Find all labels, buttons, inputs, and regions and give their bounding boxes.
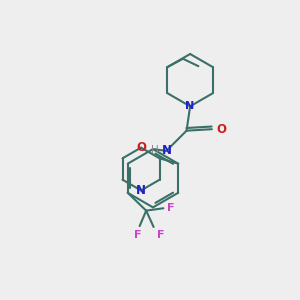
Text: O: O: [216, 123, 226, 136]
Text: O: O: [136, 141, 146, 154]
Text: N: N: [136, 184, 146, 197]
Text: N: N: [185, 101, 195, 111]
Text: H: H: [152, 145, 159, 155]
Text: N: N: [162, 144, 172, 158]
Text: F: F: [157, 230, 164, 240]
Text: F: F: [134, 230, 142, 240]
Text: F: F: [167, 203, 175, 213]
